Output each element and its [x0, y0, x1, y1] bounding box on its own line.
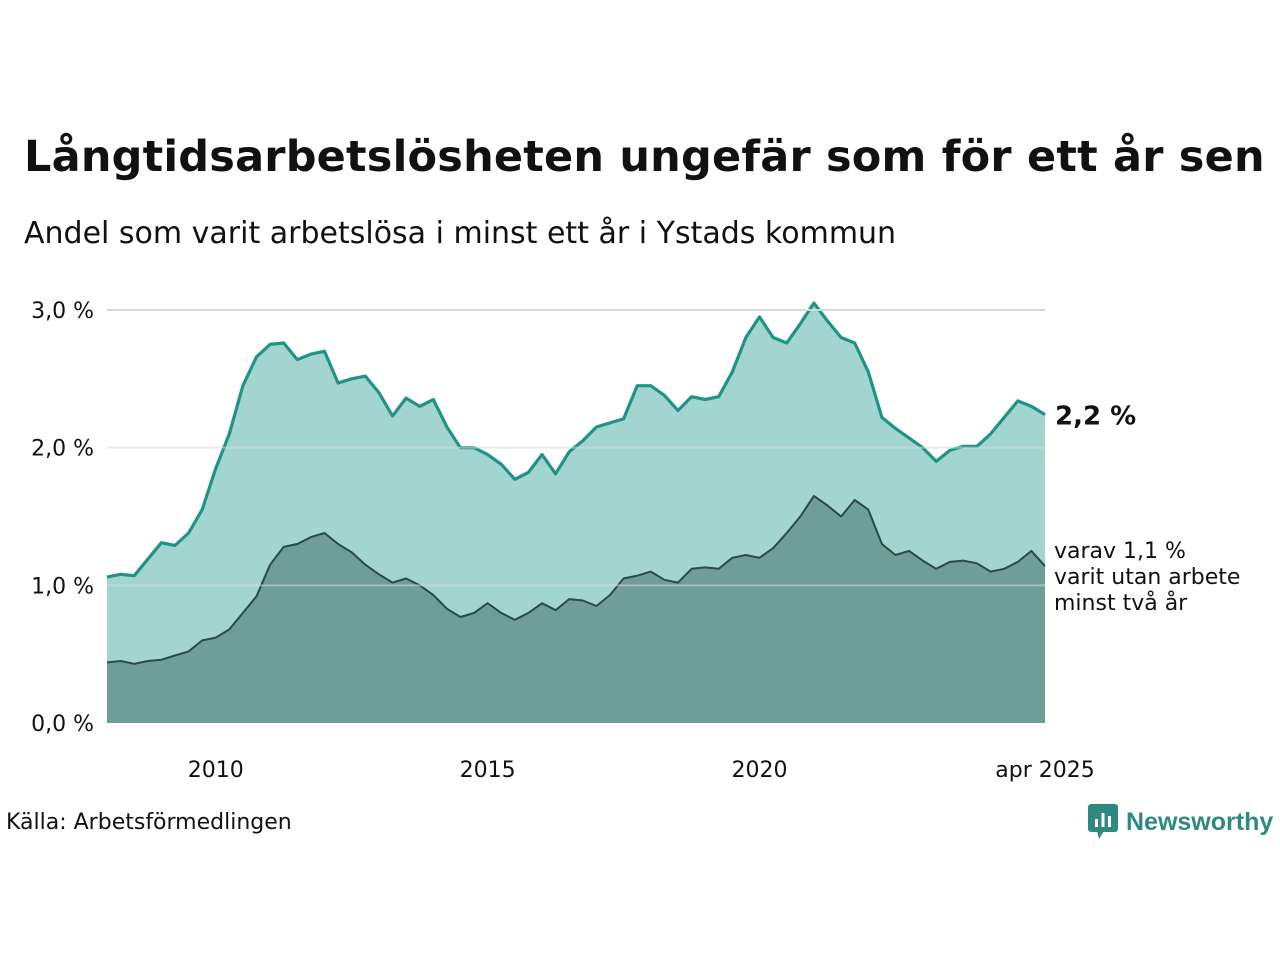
series-1-end-label: 2,2 % [1055, 402, 1136, 432]
bar-chart-speech-bubble-icon [1088, 804, 1118, 839]
y-tick-label: 3,0 % [31, 299, 94, 324]
series-2-end-label-line: varit utan arbete [1054, 565, 1240, 590]
series-2-end-label-line: varav 1,1 % [1054, 539, 1186, 564]
series-2-area [107, 495, 1045, 723]
x-tick-label: 2010 [188, 758, 244, 783]
chart-title: Långtidsarbetslösheten ungefär som för e… [24, 132, 1265, 182]
y-tick-label: 2,0 % [31, 437, 94, 462]
x-tick-label: 2015 [460, 758, 516, 783]
area-chart: 0,0 % 1,0 % 2,0 % 3,0 % 2010 2015 2020 apr 2025… [31, 299, 1240, 783]
logo-text: Newsworthy [1126, 807, 1274, 836]
series-2-end-label: varav 1,1 % varit utan arbete minst två år [1054, 539, 1240, 616]
series-2-line [106, 494, 1046, 665]
x-tick-label: 2020 [732, 758, 788, 783]
series-2-end-label-line: minst två år [1054, 590, 1188, 616]
chart-subtitle: Andel som varit arbetslösa i minst ett å… [24, 216, 897, 251]
source-note: Källa: Arbetsförmedlingen [6, 810, 292, 835]
x-tick-label: apr 2025 [995, 758, 1094, 783]
newsworthy-logo: Newsworthy [1088, 804, 1273, 840]
y-tick-label: 0,0 % [31, 712, 94, 737]
series-1-line [106, 301, 1046, 579]
y-tick-label: 1,0 % [31, 574, 94, 599]
